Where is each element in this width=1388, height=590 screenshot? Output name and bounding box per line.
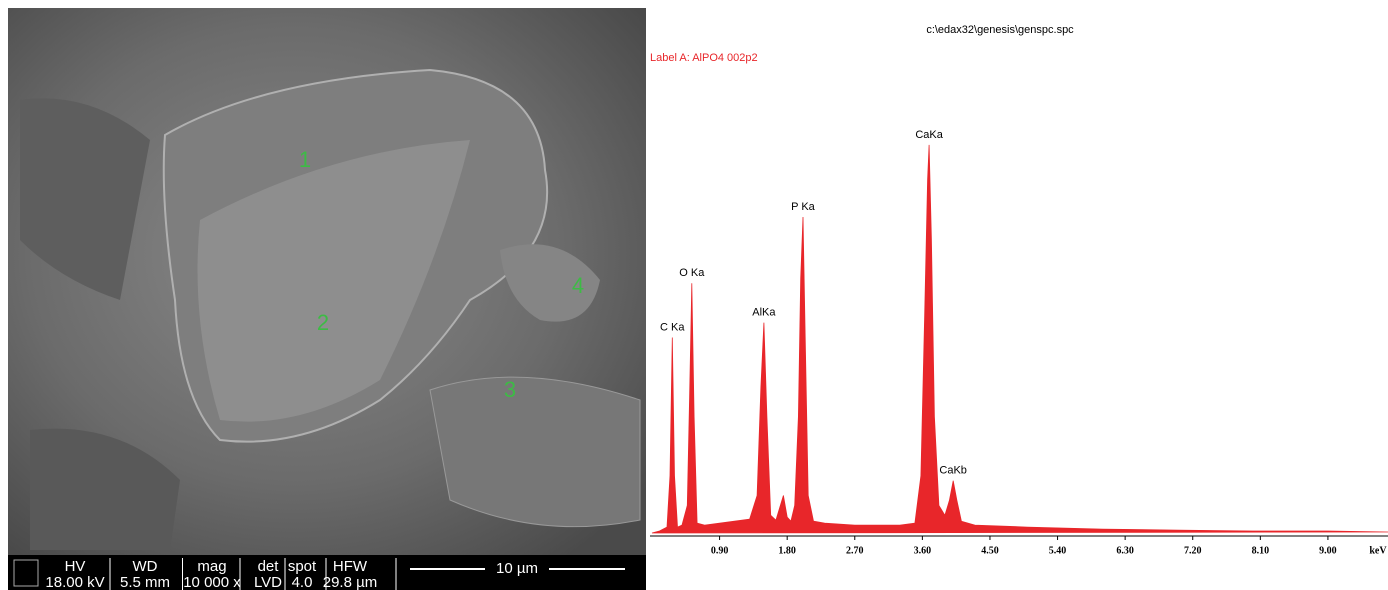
info-header: HFW — [333, 558, 368, 575]
marker: 4 — [572, 273, 584, 298]
x-tick-label: 1.80 — [778, 545, 796, 556]
info-value: 18.00 kV — [45, 574, 104, 590]
x-tick-label: 2.70 — [846, 545, 864, 556]
info-value: 5.5 mm — [120, 574, 170, 590]
particle — [430, 377, 640, 527]
chart-subtitle: Label A: AlPO4 002p2 — [650, 52, 758, 64]
x-tick-label: 3.60 — [914, 545, 932, 556]
peak-label: O Ka — [679, 267, 705, 279]
peak-label: CaKb — [939, 465, 967, 477]
spectrum-chart: c:\edax32\genesis\genspc.spc Label A: Al… — [650, 24, 1388, 556]
marker: 3 — [504, 377, 516, 402]
figure: 1 2 3 4 10 µm HV18.00 kV WD5.5 mm mag10 00… — [0, 0, 1388, 590]
info-header: WD — [133, 558, 158, 575]
info-header: mag — [197, 558, 226, 575]
x-tick-label: 8.10 — [1252, 545, 1270, 556]
scale-bar-label: 10 µm — [496, 560, 538, 577]
x-tick-label: 4.50 — [981, 545, 999, 556]
x-tick-label: 7.20 — [1184, 545, 1202, 556]
info-header: HV — [65, 558, 86, 575]
sem-image: 1 2 3 4 — [8, 8, 646, 555]
info-header: spot — [288, 558, 317, 575]
peak-label: CaKa — [915, 129, 943, 141]
info-header: det — [258, 558, 280, 575]
marker: 2 — [317, 310, 329, 335]
info-value: 4.0 — [292, 574, 313, 590]
chart-title: c:\edax32\genesis\genspc.spc — [926, 24, 1074, 36]
info-value: 29.8 µm — [323, 574, 378, 590]
peak-label: C Ka — [660, 321, 685, 333]
peak-label: P Ka — [791, 201, 816, 213]
x-tick-label: 6.30 — [1116, 545, 1134, 556]
x-tick-label: 9.00 — [1319, 545, 1337, 556]
marker: 1 — [299, 147, 311, 172]
x-tick-label: 5.40 — [1049, 545, 1067, 556]
x-axis-label: keV — [1369, 545, 1387, 556]
peak-label: AlKa — [752, 307, 776, 319]
spectrum-area — [652, 145, 1388, 533]
x-tick-label: 0.90 — [711, 545, 729, 556]
info-value: LVD — [254, 574, 282, 590]
info-value: 10 000 x — [183, 574, 241, 590]
